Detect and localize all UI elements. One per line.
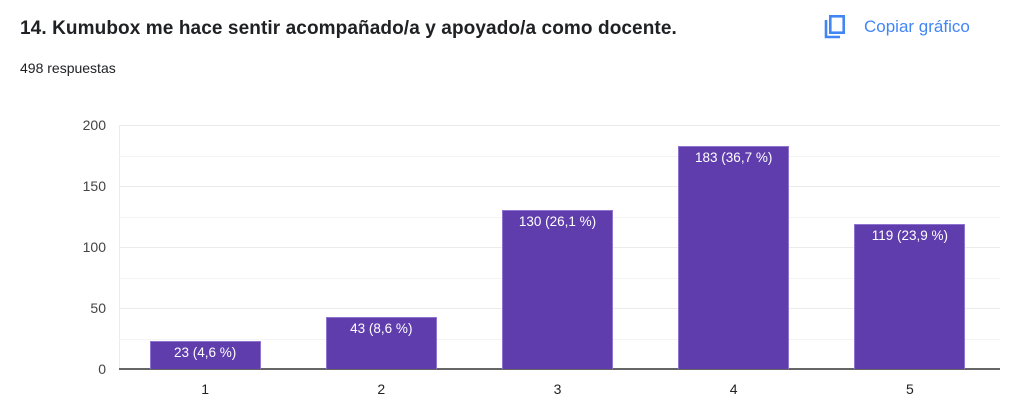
y-tick-label: 0 [98, 361, 106, 377]
gridline [119, 125, 1000, 126]
response-count: 498 respuestas [20, 60, 116, 76]
question-title: 14. Kumubox me hace sentir acompañado/a … [20, 18, 677, 39]
x-tick-label: 5 [905, 381, 914, 397]
chart-plot-area: 23 (4,6 %) 43 (8,6 %) 130 (26,1 %) 183 (36,… [119, 125, 1000, 370]
x-tick-label: 2 [377, 381, 386, 397]
gridline [119, 155, 1000, 157]
bar-data-label: 183 (36,7 %) [695, 149, 773, 165]
bar-5[interactable]: 119 (23,9 %) [854, 223, 966, 369]
y-tick-label: 150 [82, 178, 106, 194]
bar-data-label: 43 (8,6 %) [350, 320, 413, 336]
y-tick-label: 100 [82, 239, 106, 255]
y-tick-label: 50 [90, 300, 106, 316]
bar-3[interactable]: 130 (26,1 %) [502, 210, 613, 369]
x-tick-label: 4 [729, 381, 738, 397]
y-tick-label: 200 [82, 117, 106, 133]
bar-data-label: 23 (4,6 %) [173, 344, 237, 360]
bar-data-label: 119 (23,9 %) [871, 227, 949, 243]
copy-chart-button[interactable]: Copiar gráfico [822, 14, 970, 40]
bar-2[interactable]: 43 (8,6 %) [325, 316, 437, 369]
bar-4[interactable]: 183 (36,7 %) [678, 145, 790, 369]
bar-1[interactable]: 23 (4,6 %) [149, 340, 261, 369]
copy-chart-label: Copiar gráfico [864, 17, 970, 36]
x-tick-label: 1 [201, 381, 209, 397]
gridline [119, 186, 1000, 187]
copy-icon [824, 14, 845, 39]
x-axis-line [119, 368, 1000, 370]
bar-data-label: 130 (26,1 %) [518, 214, 597, 230]
x-tick-label: 3 [553, 381, 562, 397]
